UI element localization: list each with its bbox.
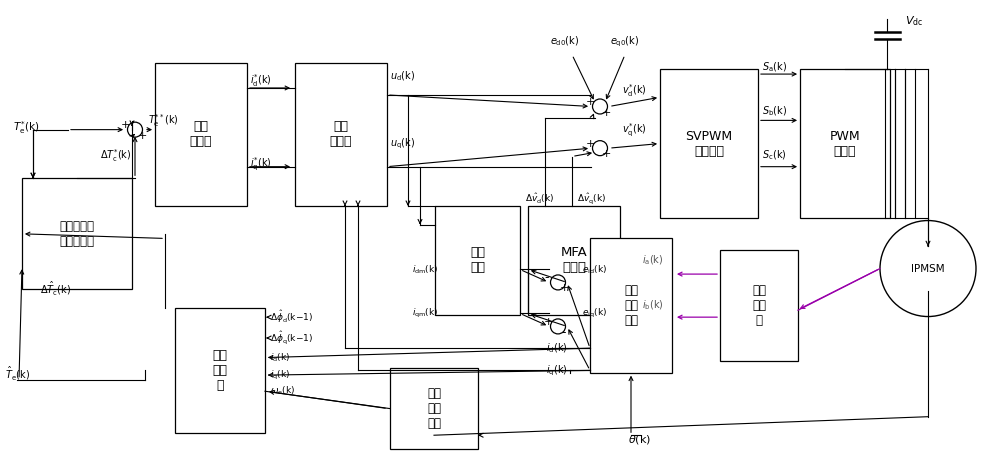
Text: +: + [601,149,611,159]
Text: +: + [543,317,553,327]
Text: $S_{\rm a}({\rm k})$: $S_{\rm a}({\rm k})$ [762,60,787,74]
Text: MFA
控制器: MFA 控制器 [561,246,587,275]
Text: $e_{\rm d0}({\rm k})$: $e_{\rm d0}({\rm k})$ [550,35,580,49]
Text: $\Delta T_{\rm c}^{*}({\rm k})$: $\Delta T_{\rm c}^{*}({\rm k})$ [100,147,131,163]
Text: $i_{\rm qm}({\rm k})$: $i_{\rm qm}({\rm k})$ [412,307,438,320]
Bar [528,206,620,315]
Text: $S_{\rm c}({\rm k})$: $S_{\rm c}({\rm k})$ [762,148,787,162]
Text: +: + [585,138,595,149]
Text: $\omega_{\rm e}({\rm k})$: $\omega_{\rm e}({\rm k})$ [270,385,295,397]
Text: 自适应容错
转矩调节器: 自适应容错 转矩调节器 [60,220,94,248]
Bar [435,206,520,315]
Text: $\Delta\hat{v}_{\rm d}({\rm k})$: $\Delta\hat{v}_{\rm d}({\rm k})$ [525,192,555,206]
Bar [720,250,798,361]
Text: -: - [545,271,549,284]
Text: $\theta({\rm k})$: $\theta({\rm k})$ [628,433,652,446]
Text: $i_{\rm dm}({\rm k})$: $i_{\rm dm}({\rm k})$ [412,263,438,275]
Text: SVPWM
调制模块: SVPWM 调制模块 [685,130,733,157]
Text: 电流
传感
器: 电流 传感 器 [752,284,766,327]
Bar [155,63,247,206]
Bar [800,69,890,218]
Text: $e_{\rm iq}({\rm k})$: $e_{\rm iq}({\rm k})$ [582,307,607,320]
Text: $V_{\rm dc}$: $V_{\rm dc}$ [905,14,923,28]
Text: +: + [120,120,130,130]
Text: 转矩
观测
器: 转矩 观测 器 [212,349,228,392]
Text: $i_{\rm d}^{*}({\rm k})$: $i_{\rm d}^{*}({\rm k})$ [250,73,272,89]
Text: +: + [137,131,147,141]
Text: $i_{\rm d}({\rm k})$: $i_{\rm d}({\rm k})$ [270,351,290,363]
Bar [390,368,478,449]
Text: $\Delta\hat{\phi}_{\rm q}({\rm k}{-}1)$: $\Delta\hat{\phi}_{\rm q}({\rm k}{-}1)$ [270,330,313,346]
Text: $\Delta\hat{\phi}_{\rm d}({\rm k}{-}1)$: $\Delta\hat{\phi}_{\rm d}({\rm k}{-}1)$ [270,309,313,325]
Text: -: - [562,326,566,339]
Text: 参考
模型: 参考 模型 [470,246,485,275]
Bar [660,69,758,218]
Text: $i_{\rm q}({\rm k})$: $i_{\rm q}({\rm k})$ [546,363,568,378]
Text: +: + [601,107,611,118]
Text: IPMSM: IPMSM [911,263,945,274]
Text: $i_{\rm b}({\rm k})$: $i_{\rm b}({\rm k})$ [642,299,664,313]
Text: $i_{\rm q}({\rm k})$: $i_{\rm q}({\rm k})$ [270,369,290,382]
Text: $\Delta\hat{T}_{\rm c}({\rm k})$: $\Delta\hat{T}_{\rm c}({\rm k})$ [40,279,71,297]
Text: $v_{\rm d}^{*}({\rm k})$: $v_{\rm d}^{*}({\rm k})$ [622,82,647,99]
Text: 速度
计算
模块: 速度 计算 模块 [427,387,441,430]
Bar [175,308,265,433]
Text: $e_{\rm q0}({\rm k})$: $e_{\rm q0}({\rm k})$ [610,34,640,49]
Text: $v_{\rm q}^{*}({\rm k})$: $v_{\rm q}^{*}({\rm k})$ [622,122,647,139]
Text: $\Delta\hat{v}_{\rm q}({\rm k})$: $\Delta\hat{v}_{\rm q}({\rm k})$ [577,192,607,206]
Text: $u_{\rm q}({\rm k})$: $u_{\rm q}({\rm k})$ [390,136,415,151]
Text: $T_{\rm e}^{*}({\rm k})$: $T_{\rm e}^{*}({\rm k})$ [13,119,39,136]
Text: $\hat{T}_{\rm e}({\rm k})$: $\hat{T}_{\rm e}({\rm k})$ [5,364,30,382]
Bar [295,63,387,206]
Text: $e_{\rm id}({\rm k})$: $e_{\rm id}({\rm k})$ [582,263,607,275]
Text: 坐标
变换
模块: 坐标 变换 模块 [624,284,638,327]
Text: $i_{\rm d}({\rm k})$: $i_{\rm d}({\rm k})$ [546,341,568,355]
Text: +: + [585,97,595,107]
Text: $T_{\rm e}^{**}({\rm k})$: $T_{\rm e}^{**}({\rm k})$ [148,112,179,129]
Bar [22,178,132,289]
Text: $i_{\rm a}({\rm k})$: $i_{\rm a}({\rm k})$ [642,253,664,267]
Text: $S_{\rm b}({\rm k})$: $S_{\rm b}({\rm k})$ [762,104,787,118]
Text: $u_{\rm d}({\rm k})$: $u_{\rm d}({\rm k})$ [390,69,415,83]
Text: +: + [559,283,569,294]
Text: PWM
逆变器: PWM 逆变器 [830,130,860,157]
Text: 电流
调节器: 电流 调节器 [330,120,352,148]
Bar [590,238,672,373]
Text: $i_{\rm q}^{*}({\rm k})$: $i_{\rm q}^{*}({\rm k})$ [250,156,272,173]
Text: 电流
指令表: 电流 指令表 [190,120,212,148]
